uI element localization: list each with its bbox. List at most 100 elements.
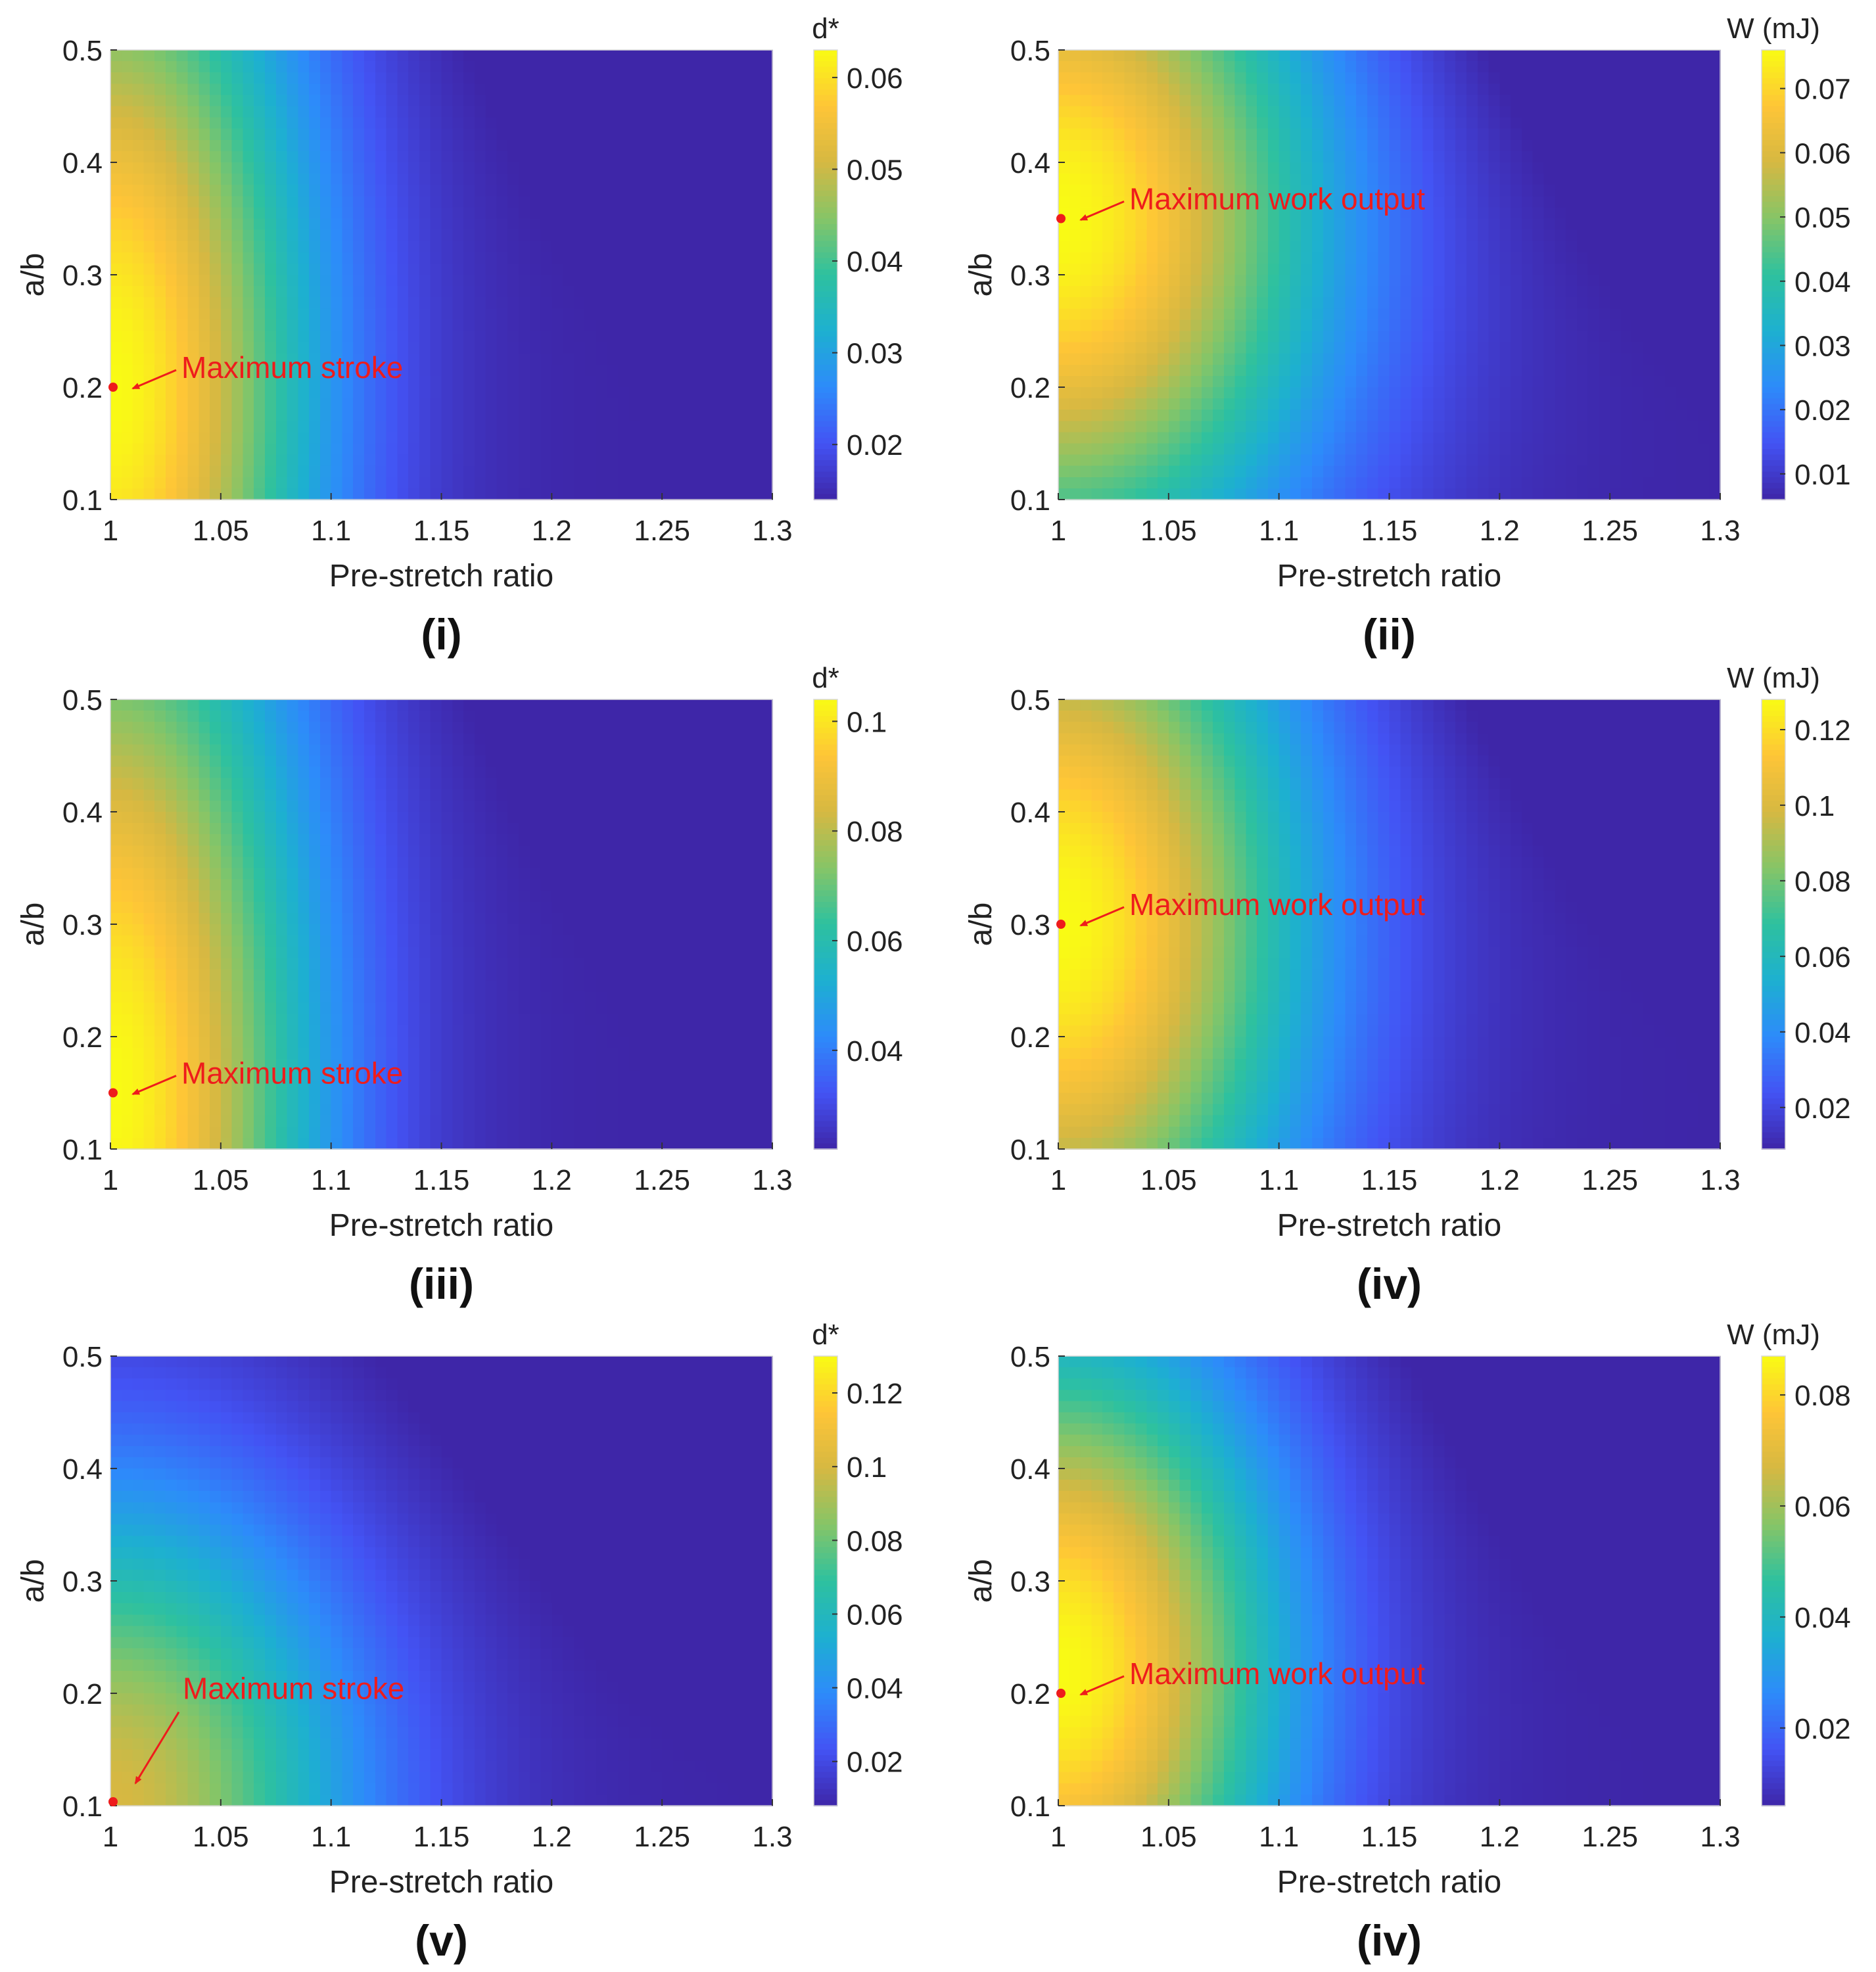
y-tick-label: 0.4 [62, 1453, 103, 1486]
x-tick-label: 1.3 [752, 515, 792, 547]
y-axis-label: a/b [16, 903, 51, 947]
y-tick-label: 0.1 [62, 484, 103, 517]
heatmap-field [110, 699, 773, 1150]
y-tick-label: 0.4 [62, 147, 103, 179]
colorbar-frame [1761, 49, 1786, 500]
annotation-marker [1056, 920, 1066, 929]
x-tick-label: 1.05 [1140, 1164, 1197, 1196]
colorbar-tick-label: 0.04 [1794, 1602, 1851, 1634]
x-tick-label: 1.1 [311, 1821, 351, 1853]
y-tick-label: 0.3 [62, 260, 103, 292]
y-tick-label: 0.4 [1010, 147, 1050, 179]
colorbar-tick-label: 0.07 [1794, 74, 1851, 106]
colorbar-frame [813, 699, 838, 1150]
x-tick-label: 1.15 [413, 1821, 470, 1853]
heatmap-field [1058, 1356, 1721, 1806]
y-tick-label: 0.3 [62, 909, 103, 941]
colorbar-tick-label: 0.04 [847, 1673, 903, 1705]
colorbar-tick-label: 0.06 [847, 62, 903, 95]
panel-label: (ii) [1363, 610, 1416, 659]
annotation-marker [108, 1088, 118, 1098]
annotation-marker [1056, 214, 1066, 223]
colorbar-tick-label: 0.04 [1794, 1017, 1851, 1049]
x-axis-label: Pre-stretch ratio [1277, 1865, 1501, 1900]
y-tick-label: 0.2 [1010, 1021, 1050, 1054]
y-tick-label: 0.1 [1010, 1791, 1050, 1823]
annotation-arrow [131, 1075, 177, 1095]
colorbar-frame [813, 1355, 838, 1806]
colorbar-title: W (mJ) [1727, 1319, 1820, 1351]
colorbar-tick-label: 0.03 [847, 338, 903, 370]
x-tick-label: 1.2 [1480, 1164, 1520, 1196]
colorbar-title: d* [812, 662, 839, 694]
colorbar-tick-label: 0.04 [847, 246, 903, 278]
annotation-label: Maximum stroke [181, 350, 403, 385]
colorbar-title: d* [812, 12, 839, 45]
colorbar-frame [1761, 1355, 1786, 1806]
y-tick-label: 0.2 [62, 1021, 103, 1054]
colorbar-tick-label: 0.02 [847, 429, 903, 461]
x-axis-label: Pre-stretch ratio [1277, 559, 1501, 594]
colorbar-tick-label: 0.12 [847, 1378, 903, 1410]
x-axis-label: Pre-stretch ratio [329, 1865, 553, 1900]
x-tick-label: 1.05 [1140, 515, 1197, 547]
annotation-marker [1056, 1689, 1066, 1698]
x-tick-label: 1.15 [413, 515, 470, 547]
y-tick-label: 0.5 [62, 684, 103, 716]
annotation-label: Maximum stroke [183, 1672, 404, 1706]
x-tick-label: 1.05 [193, 1164, 249, 1196]
colorbar [814, 1356, 837, 1806]
colorbar-tick-label: 0.04 [1794, 266, 1851, 298]
annotation-marker [108, 383, 118, 392]
colorbar-tick-label: 0.08 [847, 816, 903, 848]
x-tick-label: 1.1 [1259, 1821, 1299, 1853]
x-tick-label: 1 [1050, 515, 1066, 547]
heatmap-field [1058, 699, 1721, 1150]
x-tick-label: 1.25 [1582, 1164, 1638, 1196]
annotation-arrow [1079, 906, 1125, 927]
y-tick-label: 0.2 [1010, 1678, 1050, 1710]
y-axis-label: a/b [16, 1559, 51, 1603]
colorbar-tick-label: 0.06 [1794, 1491, 1851, 1523]
x-tick-label: 1.2 [1480, 1821, 1520, 1853]
panel-label: (iv) [1357, 1916, 1422, 1965]
y-tick-label: 0.4 [1010, 1453, 1050, 1486]
x-tick-label: 1.25 [634, 515, 690, 547]
y-axis-label: a/b [16, 253, 51, 297]
x-tick-label: 1.25 [634, 1821, 690, 1853]
x-tick-label: 1 [103, 515, 118, 547]
y-tick-label: 0.2 [62, 372, 103, 404]
y-tick-label: 0.1 [1010, 1134, 1050, 1166]
annotation-marker [108, 1797, 118, 1806]
y-tick-label: 0.3 [1010, 260, 1050, 292]
annotation-arrow [1079, 200, 1125, 221]
colorbar-tick-label: 0.02 [1794, 394, 1851, 427]
colorbar-tick-label: 0.02 [1794, 1092, 1851, 1125]
x-tick-label: 1.15 [413, 1164, 470, 1196]
y-tick-label: 0.4 [62, 797, 103, 829]
y-axis-label: a/b [964, 1559, 998, 1603]
colorbar-frame [813, 49, 838, 500]
x-tick-label: 1.2 [532, 1164, 572, 1196]
annotation-label: Maximum stroke [181, 1056, 403, 1091]
x-tick-label: 1.1 [311, 515, 351, 547]
colorbar [814, 50, 837, 500]
chart-panel-i: 1 1.05 1.1 1.15 1.2 1.25 1.3 0.1 0.2 0.3 0.4 0.5 Pre… [16, 12, 903, 659]
colorbar-tick-label: 0.1 [1794, 790, 1835, 822]
x-tick-label: 1.15 [1361, 1821, 1418, 1853]
annotation-arrow [134, 1711, 180, 1785]
annotation-label: Maximum work output [1129, 1656, 1425, 1691]
colorbar-tick-label: 0.04 [847, 1035, 903, 1068]
colorbar-tick-label: 0.08 [1794, 866, 1851, 898]
x-tick-label: 1.15 [1361, 1164, 1418, 1196]
panel-label: (iii) [409, 1259, 474, 1308]
colorbar-tick-label: 0.02 [847, 1747, 903, 1779]
x-axis-label: Pre-stretch ratio [329, 1208, 553, 1243]
heatmap-field [110, 1356, 773, 1806]
y-tick-label: 0.1 [62, 1791, 103, 1823]
panel-label: (v) [415, 1916, 468, 1965]
x-axis-label: Pre-stretch ratio [329, 559, 553, 594]
colorbar-tick-label: 0.06 [847, 926, 903, 958]
x-tick-label: 1.25 [634, 1164, 690, 1196]
